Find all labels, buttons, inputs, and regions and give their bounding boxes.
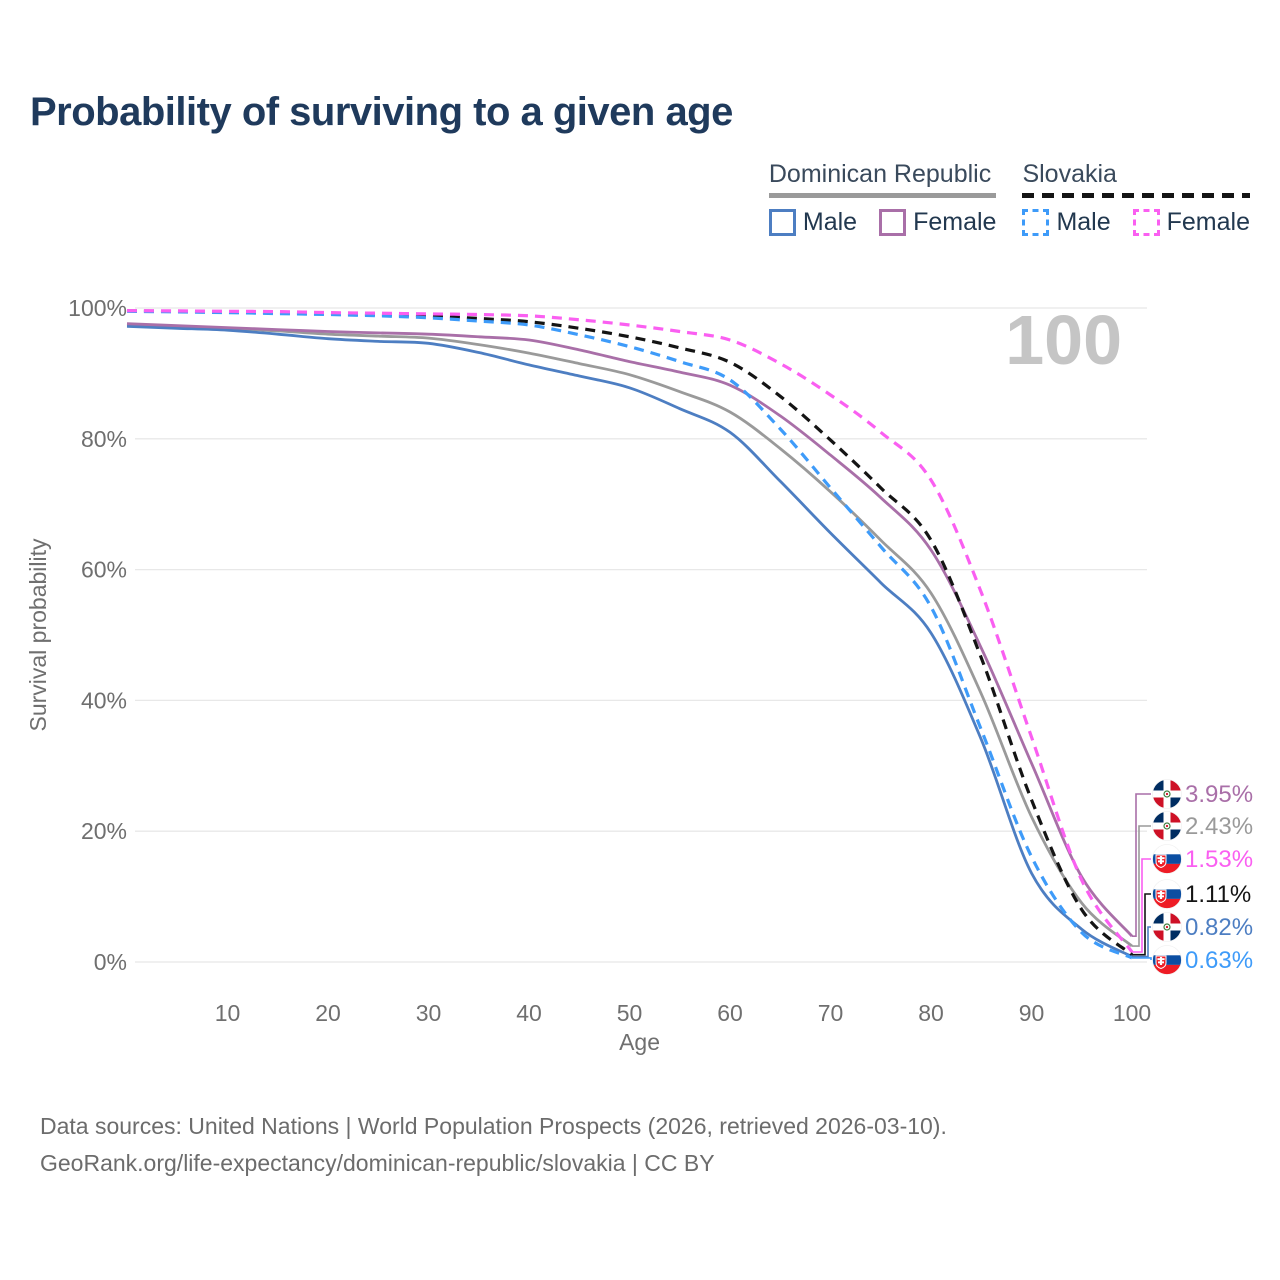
x-tick-label-100: 100	[1113, 1000, 1151, 1026]
series-line-dominican-republic-female[interactable]	[126, 322, 1134, 938]
legend-item-sk-female[interactable]: Female	[1132, 208, 1250, 237]
watermark-age-100: 100	[1005, 301, 1122, 379]
slovakia-flag-icon	[1152, 945, 1182, 975]
end-label-value: 0.82%	[1185, 914, 1253, 941]
leader-line	[1132, 825, 1151, 947]
sk-male-swatch-icon	[1022, 209, 1050, 236]
end-label-slovakia-male: 0.63%	[1132, 945, 1253, 975]
end-label-dominican-republic-male: 0.82%	[1132, 912, 1253, 958]
legend-item-label: Female	[913, 208, 997, 236]
legend-item-label: Male	[802, 208, 858, 236]
series-line-dominican-republic-total[interactable]	[126, 323, 1133, 948]
data-sources-line: Data sources: United Nations | World Pop…	[40, 1113, 947, 1139]
leader-line	[1132, 893, 1151, 956]
sk-female-swatch-icon	[1132, 209, 1160, 236]
series-line-slovakia-total[interactable]	[126, 309, 1134, 956]
end-label-value: 2.43%	[1185, 813, 1253, 840]
y-tick-label-80: 80%	[81, 426, 127, 452]
legend-item-dr-male[interactable]: Male	[768, 208, 858, 237]
y-tick-label-40: 40%	[81, 687, 127, 713]
legend-item-dr-female[interactable]: Female	[879, 208, 996, 237]
dominican-republic-flag-icon	[1152, 912, 1182, 942]
x-tick-label-70: 70	[818, 1000, 844, 1026]
legend-line-style-dashed	[1022, 193, 1250, 198]
legend-line-style-solid	[768, 193, 997, 198]
chart-footer: Data sources: United Nations | World Pop…	[40, 1108, 947, 1182]
y-tick-label-100: 100%	[68, 295, 127, 321]
slovakia-flag-icon	[1152, 844, 1182, 874]
legend-group-slovakia: Slovakia Male Female	[1022, 160, 1250, 237]
chart-legend: Dominican Republic Male Female Slovakia …	[0, 160, 1250, 237]
slovakia-flag-icon	[1152, 879, 1182, 909]
dominican-republic-flag-icon	[1152, 779, 1182, 809]
x-tick-label-80: 80	[918, 1000, 944, 1026]
legend-item-label: Male	[1056, 208, 1111, 236]
end-label-value: 1.53%	[1185, 846, 1253, 873]
y-tick-label-0: 0%	[94, 949, 127, 975]
x-axis-title: Age	[619, 1029, 660, 1055]
legend-country-label: Dominican Republic	[768, 160, 992, 188]
x-tick-label-40: 40	[516, 1000, 542, 1026]
dr-female-swatch-icon	[879, 209, 907, 236]
legend-group-dominican-republic: Dominican Republic Male Female	[768, 160, 997, 237]
dr-male-swatch-icon	[768, 209, 796, 236]
x-tick-label-20: 20	[315, 1000, 341, 1026]
x-tick-label-30: 30	[416, 1000, 442, 1026]
dominican-republic-flag-icon	[1152, 811, 1182, 841]
legend-item-sk-male[interactable]: Male	[1022, 208, 1111, 237]
series-line-dominican-republic-male[interactable]	[126, 324, 1133, 958]
series-line-slovakia-male[interactable]	[126, 309, 1133, 960]
x-tick-label-10: 10	[215, 1000, 241, 1026]
end-label-value: 0.63%	[1185, 947, 1253, 974]
y-tick-label-60: 60%	[81, 557, 127, 583]
end-label-value: 1.11%	[1185, 881, 1251, 908]
y-axis-title: Survival probability	[25, 538, 51, 732]
legend-item-label: Female	[1166, 208, 1250, 236]
x-tick-label-60: 60	[717, 1000, 743, 1026]
legend-country-label: Slovakia	[1022, 160, 1117, 188]
leader-line	[1132, 926, 1151, 958]
end-label-dominican-republic-female: 3.95%	[1132, 779, 1253, 937]
y-tick-label-20: 20%	[81, 818, 127, 844]
attribution-line: GeoRank.org/life-expectancy/dominican-re…	[40, 1150, 715, 1176]
x-tick-label-90: 90	[1019, 1000, 1045, 1026]
chart-title: Probability of surviving to a given age	[30, 90, 733, 134]
leader-line	[1132, 858, 1151, 953]
series-line-slovakia-female[interactable]	[126, 309, 1134, 953]
end-label-value: 3.95%	[1185, 781, 1253, 808]
end-label-slovakia-total: 1.11%	[1132, 879, 1251, 956]
x-tick-label-50: 50	[617, 1000, 643, 1026]
leader-line	[1132, 793, 1151, 937]
leader-line	[1132, 957, 1152, 960]
end-label-slovakia-female: 1.53%	[1132, 844, 1253, 953]
end-label-dominican-republic-total: 2.43%	[1132, 811, 1253, 947]
